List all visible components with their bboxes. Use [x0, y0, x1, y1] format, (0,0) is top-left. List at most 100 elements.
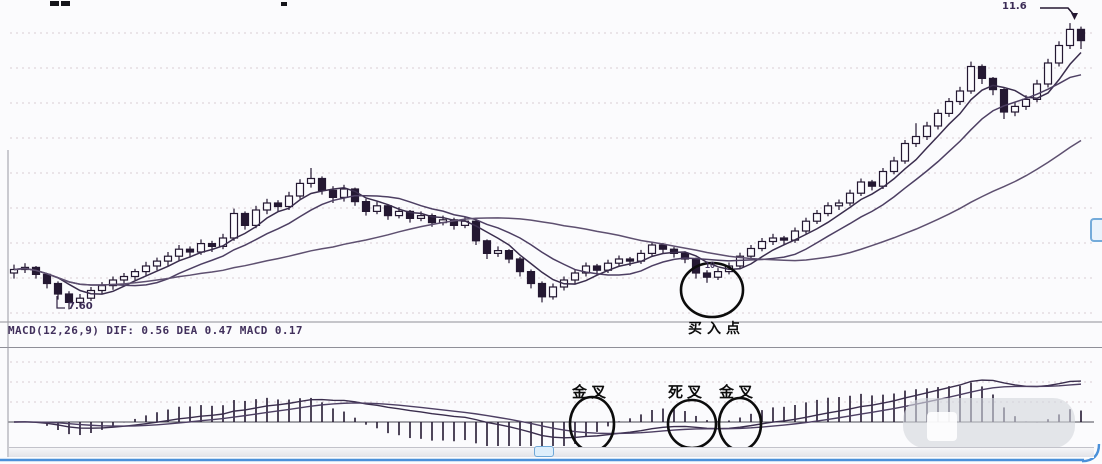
- candle-body: [1054, 44, 1064, 64]
- candle-body: [163, 255, 173, 262]
- candle-body: [988, 77, 998, 91]
- candle-body: [196, 243, 206, 253]
- small-price-mark: 10: [705, 260, 716, 270]
- candle-body: [1032, 83, 1042, 100]
- grid-layer: [0, 32, 1102, 403]
- candle-body: [1043, 62, 1053, 85]
- candle-body: [119, 275, 129, 281]
- candle-body: [493, 250, 503, 255]
- candle-body: [746, 247, 756, 257]
- window-corner-border: [1081, 443, 1101, 463]
- golden-cross-label-2: 金叉: [719, 383, 758, 401]
- candle-body: [339, 188, 349, 198]
- buy-point-label: 买入点: [688, 321, 745, 337]
- candle-body: [1010, 105, 1020, 113]
- candle-body: [537, 282, 547, 298]
- candle-body: [867, 181, 877, 187]
- candle-body: [416, 215, 426, 220]
- high-price-label: 11.6: [1002, 1, 1027, 12]
- candle-body: [922, 125, 932, 138]
- candle-body: [625, 258, 635, 262]
- candle-body: [130, 271, 140, 278]
- candle-body: [680, 252, 690, 260]
- low-price-bracket: [56, 296, 65, 309]
- candle-body: [141, 265, 151, 273]
- candle-body: [845, 192, 855, 204]
- candle-body: [273, 202, 283, 208]
- candle-body: [933, 112, 943, 127]
- candle-body: [823, 205, 833, 215]
- candle-body: [669, 248, 679, 254]
- scrollbar-thumb[interactable]: [534, 446, 554, 457]
- candle-body: [361, 201, 371, 213]
- high-price-arrowhead: [1071, 13, 1078, 20]
- candle-body: [944, 100, 954, 114]
- candle-body: [856, 181, 866, 194]
- candle-body: [427, 215, 437, 224]
- candle-body: [152, 260, 162, 267]
- top-edge-mark: [281, 2, 287, 6]
- candle-body: [526, 271, 536, 285]
- candle-body: [757, 240, 767, 250]
- candle-body: [955, 90, 965, 103]
- candle-body: [999, 88, 1009, 113]
- candle-body: [42, 273, 52, 285]
- candle-body: [878, 170, 888, 187]
- candle-body: [1065, 28, 1075, 47]
- candle-body: [570, 272, 580, 281]
- candle-body: [75, 297, 85, 304]
- low-price-label: 7.60: [68, 301, 93, 312]
- candle-body: [328, 189, 338, 198]
- candle-body: [889, 160, 899, 173]
- top-edge-mark: [50, 1, 59, 6]
- candle-body: [1021, 98, 1031, 108]
- candle-body: [185, 248, 195, 253]
- candle-body: [911, 135, 921, 145]
- candle-body: [295, 182, 305, 197]
- candle-body: [284, 195, 294, 208]
- candle-body: [471, 220, 481, 242]
- buy-point-circle: [679, 261, 745, 319]
- high-price-arrow: [1040, 7, 1075, 16]
- candle-body: [812, 212, 822, 222]
- candle-body: [713, 271, 723, 278]
- candle-body: [317, 177, 327, 191]
- candle-body: [482, 240, 492, 255]
- candle-body: [394, 210, 404, 217]
- macd-cross-circle-3: [717, 396, 763, 452]
- death-cross-label: 死叉: [668, 383, 707, 401]
- candles-layer: [9, 23, 1086, 310]
- candle-body: [779, 237, 789, 241]
- golden-cross-label-1: 金叉: [572, 383, 611, 401]
- candle-body: [515, 258, 525, 273]
- candle-body: [647, 244, 657, 254]
- candle-body: [53, 282, 63, 295]
- candle-body: [207, 243, 217, 248]
- candle-body: [229, 212, 239, 239]
- candle-body: [702, 272, 712, 278]
- candle-body: [581, 265, 591, 274]
- candle-body: [548, 286, 558, 298]
- candle-body: [306, 177, 316, 185]
- candle-body: [592, 265, 602, 271]
- ma-line-30: [13, 139, 1082, 286]
- candle-body: [405, 210, 415, 219]
- candle-body: [801, 220, 811, 232]
- candle-body: [262, 202, 272, 211]
- candle-body: [900, 142, 910, 162]
- candle-body: [97, 285, 107, 292]
- ma-line-10: [13, 74, 1082, 287]
- candle-body: [658, 244, 668, 250]
- candle-body: [504, 250, 514, 260]
- candle-body: [240, 212, 250, 226]
- ma-line-5: [13, 51, 1082, 295]
- macd-cross-circle-2: [666, 398, 718, 450]
- candle-body: [9, 268, 19, 274]
- candle-body: [251, 209, 261, 226]
- candle-body: [174, 248, 184, 257]
- candle-body: [383, 205, 393, 217]
- candle-body: [108, 279, 118, 287]
- window-side-handle[interactable]: [1090, 218, 1102, 242]
